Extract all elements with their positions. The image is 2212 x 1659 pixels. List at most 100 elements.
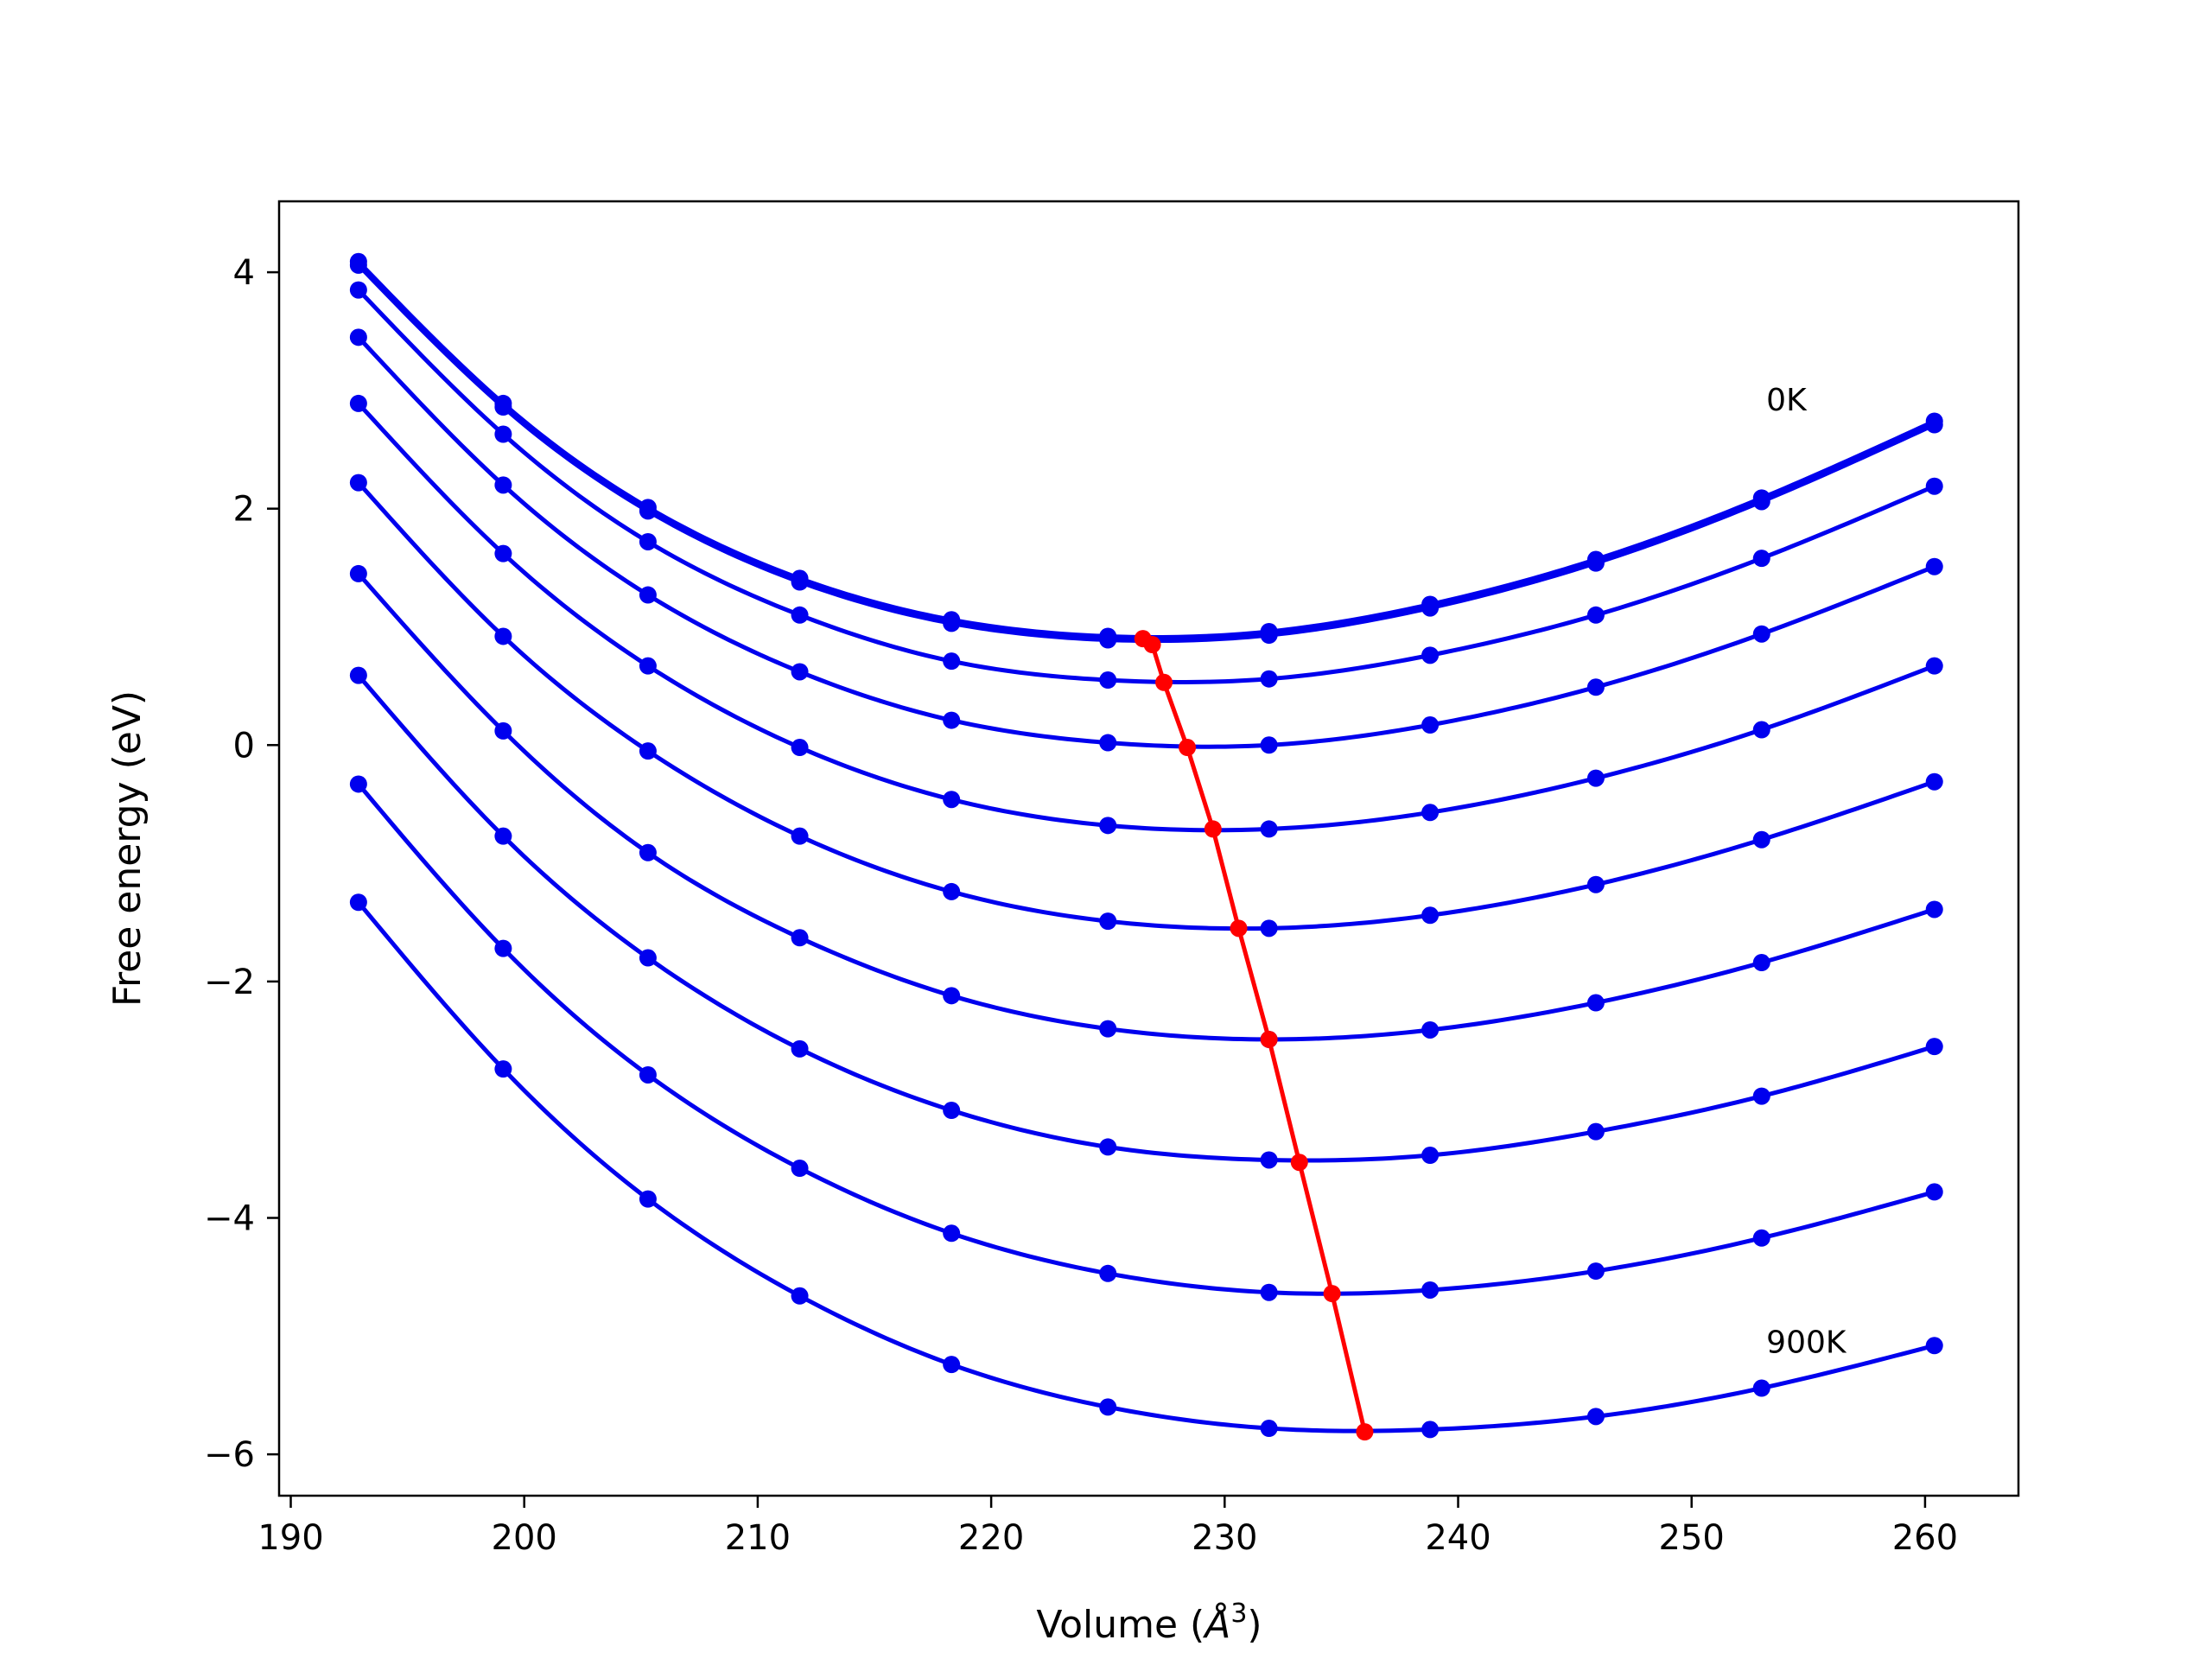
x-tick-label-260: 260 — [1892, 1518, 1958, 1558]
series-2-point-3 — [639, 502, 657, 520]
series-3-point-7 — [1260, 670, 1278, 688]
series-2-point-11 — [1925, 416, 1943, 434]
series-3-point-1 — [349, 281, 367, 299]
series-9-point-11 — [1925, 1183, 1943, 1201]
series-2-point-10 — [1752, 493, 1770, 511]
series-9-point-2 — [494, 939, 512, 957]
series-8-point-2 — [494, 827, 512, 845]
series-9-point-1 — [349, 775, 367, 793]
x-tick-label-190: 190 — [257, 1518, 323, 1558]
annotation-2: 900K — [1766, 1325, 1847, 1360]
series-3-point-5 — [943, 652, 961, 671]
series-5-point-6 — [1099, 817, 1117, 835]
series-4-point-7 — [1260, 736, 1278, 754]
series-7-point-4 — [791, 929, 809, 947]
series-4-point-1 — [349, 328, 367, 346]
series-6-point-8 — [1421, 906, 1440, 925]
minimum-point-4 — [1179, 739, 1197, 757]
series-9-point-3 — [639, 1065, 657, 1084]
series-8-point-1 — [349, 666, 367, 684]
series-8-point-11 — [1925, 1038, 1943, 1056]
series-4-point-10 — [1752, 625, 1770, 643]
series-7-point-11 — [1925, 900, 1943, 918]
series-2-point-7 — [1260, 626, 1278, 645]
series-9-point-4 — [791, 1160, 809, 1178]
y-tick-label--4: −4 — [204, 1199, 255, 1239]
series-6-point-9 — [1586, 875, 1605, 893]
series-9-point-5 — [943, 1224, 961, 1243]
series-7-point-10 — [1752, 954, 1770, 972]
series-9-point-10 — [1752, 1229, 1770, 1247]
series-8-point-8 — [1421, 1147, 1440, 1165]
series-3-point-2 — [494, 425, 512, 443]
x-tick-label-200: 200 — [492, 1518, 557, 1558]
series-4-point-4 — [791, 663, 809, 681]
series-line-3 — [357, 288, 1936, 684]
x-tick-label-220: 220 — [958, 1518, 1024, 1558]
series-8-point-9 — [1586, 1122, 1605, 1141]
series-line-7 — [356, 572, 1936, 1042]
series-10-point-7 — [1260, 1420, 1278, 1438]
minimum-point-2 — [1143, 636, 1161, 654]
minimum-point-10 — [1356, 1423, 1374, 1441]
series-5-point-2 — [494, 544, 512, 563]
series-4-point-9 — [1586, 678, 1605, 696]
series-3-point-6 — [1099, 671, 1117, 690]
series-6-point-11 — [1925, 772, 1943, 791]
series-7-point-3 — [639, 843, 657, 861]
series-4-point-11 — [1925, 557, 1943, 575]
series-7-point-5 — [943, 987, 961, 1005]
series-4-point-3 — [639, 586, 657, 604]
y-tick-label--6: −6 — [204, 1435, 255, 1475]
series-line-4 — [357, 335, 1936, 749]
series-8-point-5 — [943, 1102, 961, 1120]
series-7-point-6 — [1099, 1020, 1117, 1038]
series-line-10 — [356, 900, 1936, 1433]
series-10-point-11 — [1925, 1337, 1943, 1355]
series-8-point-3 — [639, 949, 657, 967]
series-10-point-8 — [1421, 1421, 1440, 1439]
series-3-point-11 — [1925, 477, 1943, 495]
series-9-point-6 — [1099, 1264, 1117, 1282]
y-tick-label-2: 2 — [233, 490, 255, 530]
series-7-point-8 — [1421, 1020, 1440, 1039]
series-6-point-1 — [349, 474, 367, 492]
series-2-point-1 — [349, 256, 367, 274]
series-2-point-4 — [791, 573, 809, 591]
y-tick-label--2: −2 — [204, 963, 255, 1002]
minimum-point-5 — [1204, 820, 1222, 838]
series-6-point-7 — [1260, 919, 1278, 938]
series-5-point-10 — [1752, 721, 1770, 739]
series-10-point-5 — [943, 1356, 961, 1374]
series-10-point-1 — [349, 893, 367, 912]
series-3-point-8 — [1421, 646, 1440, 664]
series-2-point-5 — [943, 614, 961, 632]
series-2-point-6 — [1099, 631, 1117, 649]
x-axis-label: Volume (Å3) — [1036, 1599, 1262, 1647]
series-4-point-2 — [494, 476, 512, 494]
minimum-point-7 — [1260, 1030, 1278, 1048]
series-10-point-2 — [494, 1060, 512, 1078]
series-9-point-9 — [1586, 1262, 1605, 1281]
x-tick-label-240: 240 — [1425, 1518, 1491, 1558]
minimum-point-3 — [1155, 673, 1173, 691]
series-6-point-2 — [494, 627, 512, 645]
series-6-point-10 — [1752, 830, 1770, 849]
series-8-point-6 — [1099, 1138, 1117, 1156]
plot-area: 0K 900K — [349, 252, 1943, 1441]
series-8-point-7 — [1260, 1151, 1278, 1169]
series-line-6 — [357, 480, 1936, 931]
series-2-point-2 — [494, 398, 512, 416]
series-3-point-10 — [1752, 550, 1770, 568]
series-4-point-5 — [943, 711, 961, 729]
x-tick-label-250: 250 — [1659, 1518, 1725, 1558]
minimum-point-9 — [1323, 1285, 1341, 1303]
series-2-point-8 — [1421, 599, 1440, 617]
series-9-point-8 — [1421, 1281, 1440, 1299]
series-5-point-1 — [349, 394, 367, 412]
minimum-point-8 — [1290, 1154, 1308, 1172]
series-8-point-10 — [1752, 1087, 1770, 1105]
minimum-point-6 — [1230, 919, 1248, 938]
series-5-point-8 — [1421, 804, 1440, 822]
